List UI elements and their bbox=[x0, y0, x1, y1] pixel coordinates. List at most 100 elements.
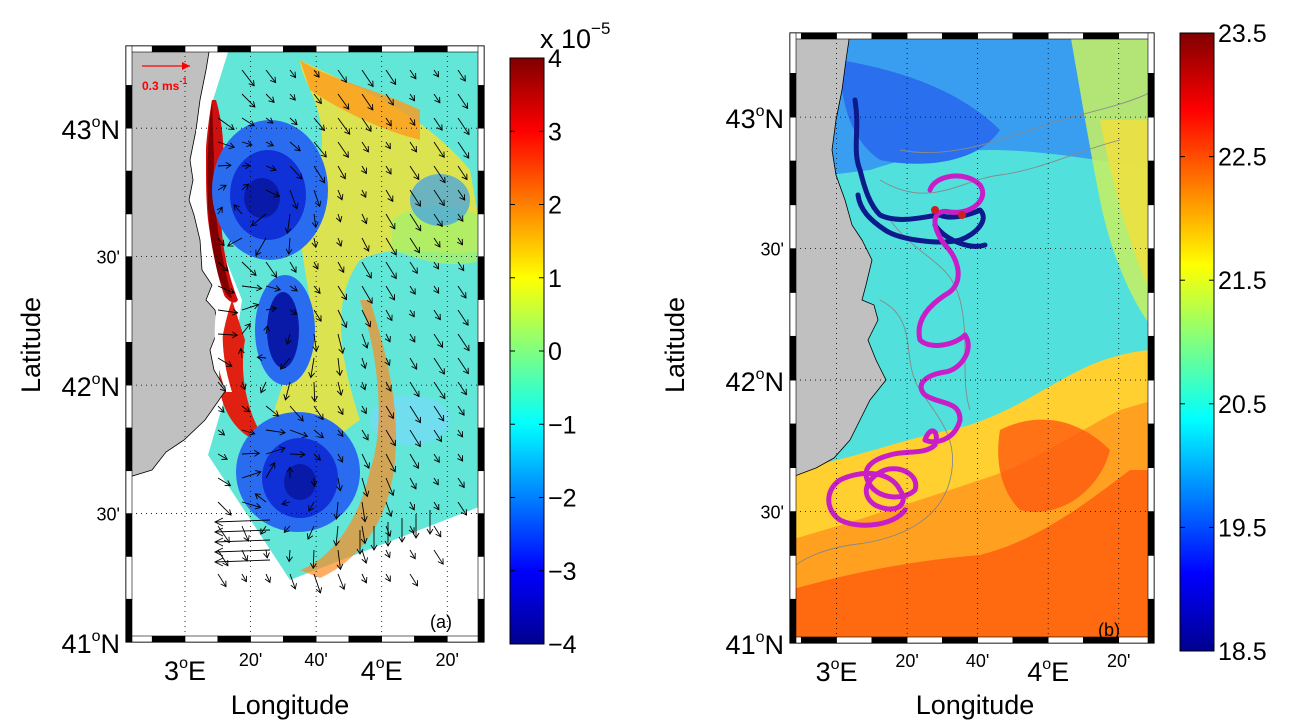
velocity-arrow bbox=[217, 206, 223, 215]
velocity-arrowhead bbox=[488, 297, 493, 303]
velocity-arrowhead bbox=[225, 162, 232, 169]
frame-segment bbox=[125, 127, 133, 172]
velocity-arrow bbox=[217, 525, 230, 543]
velocity-arrow bbox=[217, 333, 238, 336]
longitude-tick-label: 3oE bbox=[164, 655, 206, 686]
latitude-tick-label: 41oN bbox=[62, 628, 120, 659]
frame-segment bbox=[477, 598, 485, 643]
velocity-arrow bbox=[217, 381, 226, 392]
velocity-arrow bbox=[265, 285, 281, 291]
frame-segment bbox=[800, 32, 837, 40]
velocity-arrowhead bbox=[411, 146, 417, 153]
velocity-arrow bbox=[265, 573, 271, 583]
longitude-tick-label: 40' bbox=[304, 650, 327, 670]
velocity-arrow bbox=[289, 405, 304, 422]
velocity-arrow bbox=[409, 429, 421, 447]
velocity-arrow bbox=[288, 549, 291, 562]
frame-segment bbox=[1147, 379, 1155, 425]
velocity-arrowhead bbox=[389, 439, 396, 447]
velocity-arrow bbox=[281, 501, 291, 505]
velocity-arrowhead bbox=[256, 354, 263, 361]
velocity-arrow bbox=[385, 453, 396, 472]
velocity-arrow bbox=[361, 309, 371, 327]
panel-a-label: (a) bbox=[430, 612, 452, 632]
velocity-arrowhead bbox=[360, 362, 368, 370]
velocity-arrow bbox=[457, 117, 470, 135]
frame-segment bbox=[414, 45, 448, 53]
velocity-arrowhead bbox=[360, 537, 368, 545]
velocity-arrowhead bbox=[250, 220, 258, 227]
velocity-arrowhead bbox=[408, 527, 415, 534]
latitude-tick-label: 30' bbox=[761, 503, 784, 523]
frame-segment bbox=[125, 299, 133, 343]
panel-b-frame-ticks bbox=[789, 32, 1155, 644]
velocity-arrowhead bbox=[270, 76, 277, 84]
velocity-arrow bbox=[313, 189, 321, 207]
velocity-arrowhead bbox=[384, 359, 391, 367]
velocity-arrow bbox=[241, 261, 257, 276]
velocity-arrow bbox=[214, 549, 271, 553]
velocity-arrowhead bbox=[435, 530, 442, 538]
velocity-arrow bbox=[289, 189, 298, 209]
velocity-arrowhead bbox=[457, 431, 464, 438]
velocity-arrow bbox=[289, 69, 296, 78]
frame-segment bbox=[477, 127, 485, 172]
velocity-arrowhead bbox=[411, 363, 418, 370]
velocity-arrow bbox=[337, 117, 351, 135]
velocity-arrowhead bbox=[268, 96, 275, 103]
frame-segment bbox=[836, 636, 873, 644]
colorbar-tick-label: 2 bbox=[548, 192, 562, 220]
velocity-arrowhead bbox=[365, 320, 372, 328]
frame-segment bbox=[125, 85, 133, 129]
velocity-arrow bbox=[241, 381, 246, 390]
velocity-arrow bbox=[409, 573, 418, 587]
velocity-arrow bbox=[385, 213, 396, 230]
bathymetry-contours bbox=[790, 89, 1154, 571]
velocity-arrow bbox=[361, 261, 372, 279]
velocity-arrow bbox=[337, 477, 341, 491]
velocity-arrow bbox=[409, 141, 417, 153]
velocity-arrow bbox=[433, 189, 445, 206]
velocity-arrowhead bbox=[360, 191, 367, 199]
velocity-arrow bbox=[433, 165, 446, 183]
velocity-arrowhead bbox=[457, 215, 464, 223]
velocity-arrow bbox=[313, 285, 321, 294]
frame-segment bbox=[125, 170, 133, 215]
velocity-arrow bbox=[409, 117, 416, 126]
velocity-arrowhead bbox=[412, 532, 420, 539]
velocity-arrowhead bbox=[255, 249, 262, 257]
velocity-arrowhead bbox=[409, 552, 416, 560]
velocity-arrowhead bbox=[254, 493, 262, 500]
panel-a-latitude-ticks: 43oN 30' 42oN 30' 41oN bbox=[62, 114, 120, 659]
velocity-arrow bbox=[385, 381, 392, 392]
velocity-arrowhead bbox=[483, 246, 484, 247]
velocity-arrow bbox=[409, 69, 417, 80]
velocity-arrowhead bbox=[408, 504, 415, 511]
velocity-arrowhead bbox=[246, 140, 253, 147]
frame-segment bbox=[217, 45, 251, 53]
velocity-arrowhead bbox=[224, 480, 232, 487]
frame-segment bbox=[977, 636, 1014, 644]
velocity-arrow bbox=[457, 213, 464, 222]
frame-segment bbox=[789, 248, 797, 293]
velocity-arrow bbox=[241, 304, 259, 311]
frame-segment bbox=[217, 635, 251, 643]
velocity-arrow bbox=[241, 183, 249, 191]
velocity-arrowhead bbox=[337, 193, 344, 201]
velocity-arrowhead bbox=[367, 104, 374, 111]
velocity-arrowhead bbox=[410, 72, 417, 80]
velocity-arrowhead bbox=[285, 248, 293, 255]
velocity-arrow bbox=[409, 261, 418, 274]
velocity-arrow bbox=[307, 525, 315, 540]
velocity-arrow bbox=[337, 573, 345, 590]
longitude-tick-label: 20' bbox=[895, 651, 918, 671]
colorbar-b: 23.5 22.5 21.5 20.5 19.5 18.5 bbox=[1179, 20, 1267, 666]
frame-segment bbox=[906, 636, 943, 644]
velocity-arrowhead bbox=[279, 363, 287, 370]
panel-b-label: (b) bbox=[1098, 620, 1120, 640]
velocity-arrowhead bbox=[333, 513, 341, 520]
velocity-arrow bbox=[289, 429, 308, 437]
velocity-arrow bbox=[385, 285, 395, 301]
velocity-arrow bbox=[361, 165, 367, 174]
velocity-arrowhead bbox=[390, 465, 397, 473]
